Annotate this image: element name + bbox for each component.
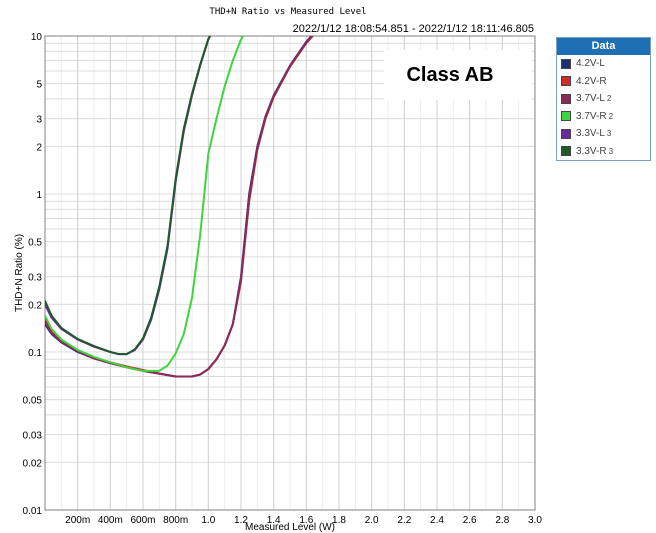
x-tick-label: 1.0 xyxy=(201,515,215,526)
series-line-2 xyxy=(45,36,314,378)
legend-item: 3.3V-L 3 xyxy=(557,125,650,143)
y-axis-label: THD+N Ratio (%) xyxy=(14,234,25,312)
series-lines xyxy=(45,36,315,378)
legend-label: 4.2V-L xyxy=(576,58,605,70)
x-tick-labels: 200m 400m 600m 800m 1.0 1.2 1.4 1.6 1.8 2.0 2.2 2.4… xyxy=(65,515,542,526)
legend-subscript: 2 xyxy=(606,94,612,104)
chart-title: THD+N Ratio vs Measured Level xyxy=(209,7,366,17)
y-tick-label: 5 xyxy=(36,80,42,91)
series-line-5 xyxy=(45,36,211,356)
x-tick-label: 400m xyxy=(98,515,123,526)
y-tick-label: 0.3 xyxy=(28,273,42,284)
legend-swatch xyxy=(561,146,571,157)
x-axis-label: Measured Level (W) xyxy=(245,522,335,533)
x-tick-label: 1.6 xyxy=(299,515,313,526)
legend-swatch xyxy=(561,58,571,69)
legend-swatch xyxy=(561,111,571,122)
series-line-0 xyxy=(45,36,313,378)
series-line-1 xyxy=(45,36,315,378)
series-line-3 xyxy=(45,36,245,372)
x-tick-label: 800m xyxy=(163,515,188,526)
class-ab-annotation: Class AB xyxy=(406,64,493,86)
legend-swatch xyxy=(561,93,571,104)
x-tick-label: 200m xyxy=(65,515,90,526)
y-tick-label: 0.03 xyxy=(23,431,43,442)
y-tick-label: 0.02 xyxy=(23,458,43,469)
legend-label: 3.3V-R xyxy=(576,145,607,157)
legend-label: 4.2V-R xyxy=(576,75,607,87)
x-tick-label: 2.6 xyxy=(463,515,477,526)
y-tick-label: 0.01 xyxy=(23,506,43,517)
y-tick-label: 0.2 xyxy=(28,300,42,311)
y-tick-label: 10 xyxy=(31,32,43,43)
y-tick-label: 2 xyxy=(36,142,42,153)
legend-subscript: 3 xyxy=(608,146,614,156)
y-tick-label: 0.5 xyxy=(28,238,42,249)
grid-lines xyxy=(45,36,536,510)
legend-item: 4.2V-L xyxy=(557,55,650,73)
legend-subscript: 3 xyxy=(606,129,612,139)
y-tick-label: 0.1 xyxy=(28,348,42,359)
legend-label: 3.3V-L xyxy=(576,128,605,140)
x-tick-label: 2.4 xyxy=(430,515,444,526)
legend-label: 3.7V-L xyxy=(576,93,605,105)
legend-item: 4.2V-R xyxy=(557,73,650,91)
legend-item: 3.7V-R 2 xyxy=(557,108,650,126)
x-tick-label: 1.8 xyxy=(332,515,346,526)
legend-subscript: 2 xyxy=(608,111,614,121)
y-tick-label: 3 xyxy=(36,115,42,126)
legend-swatch xyxy=(561,128,571,139)
x-tick-label: 1.4 xyxy=(267,515,281,526)
legend-title: Data xyxy=(557,38,650,55)
x-tick-label: 1.2 xyxy=(234,515,248,526)
time-range-label: 2022/1/12 18:08:54.851 - 2022/1/12 18:11… xyxy=(293,23,534,35)
x-tick-label: 600m xyxy=(130,515,155,526)
y-tick-labels: 10 5 3 2 1 0.5 0.3 0.2 0.1 0.05 0.03 0.02 0.01 xyxy=(23,32,43,517)
y-tick-label: 1 xyxy=(36,190,42,201)
legend-item: 3.3V-R 3 xyxy=(557,143,650,161)
x-tick-label: 2.0 xyxy=(365,515,379,526)
legend-item: 3.7V-L 2 xyxy=(557,90,650,108)
legend: Data 4.2V-L 4.2V-R 3.7V-L 2 3.7V-R 2 3.3V-L 3 3.… xyxy=(556,37,651,161)
plot-frame xyxy=(44,35,536,511)
x-tick-label: 2.2 xyxy=(397,515,411,526)
x-tick-label: 2.8 xyxy=(495,515,509,526)
x-tick-label: 3.0 xyxy=(528,515,542,526)
legend-label: 3.7V-R xyxy=(576,110,607,122)
annotation-box xyxy=(384,50,532,100)
legend-swatch xyxy=(561,76,571,87)
y-tick-label: 0.05 xyxy=(23,396,43,407)
